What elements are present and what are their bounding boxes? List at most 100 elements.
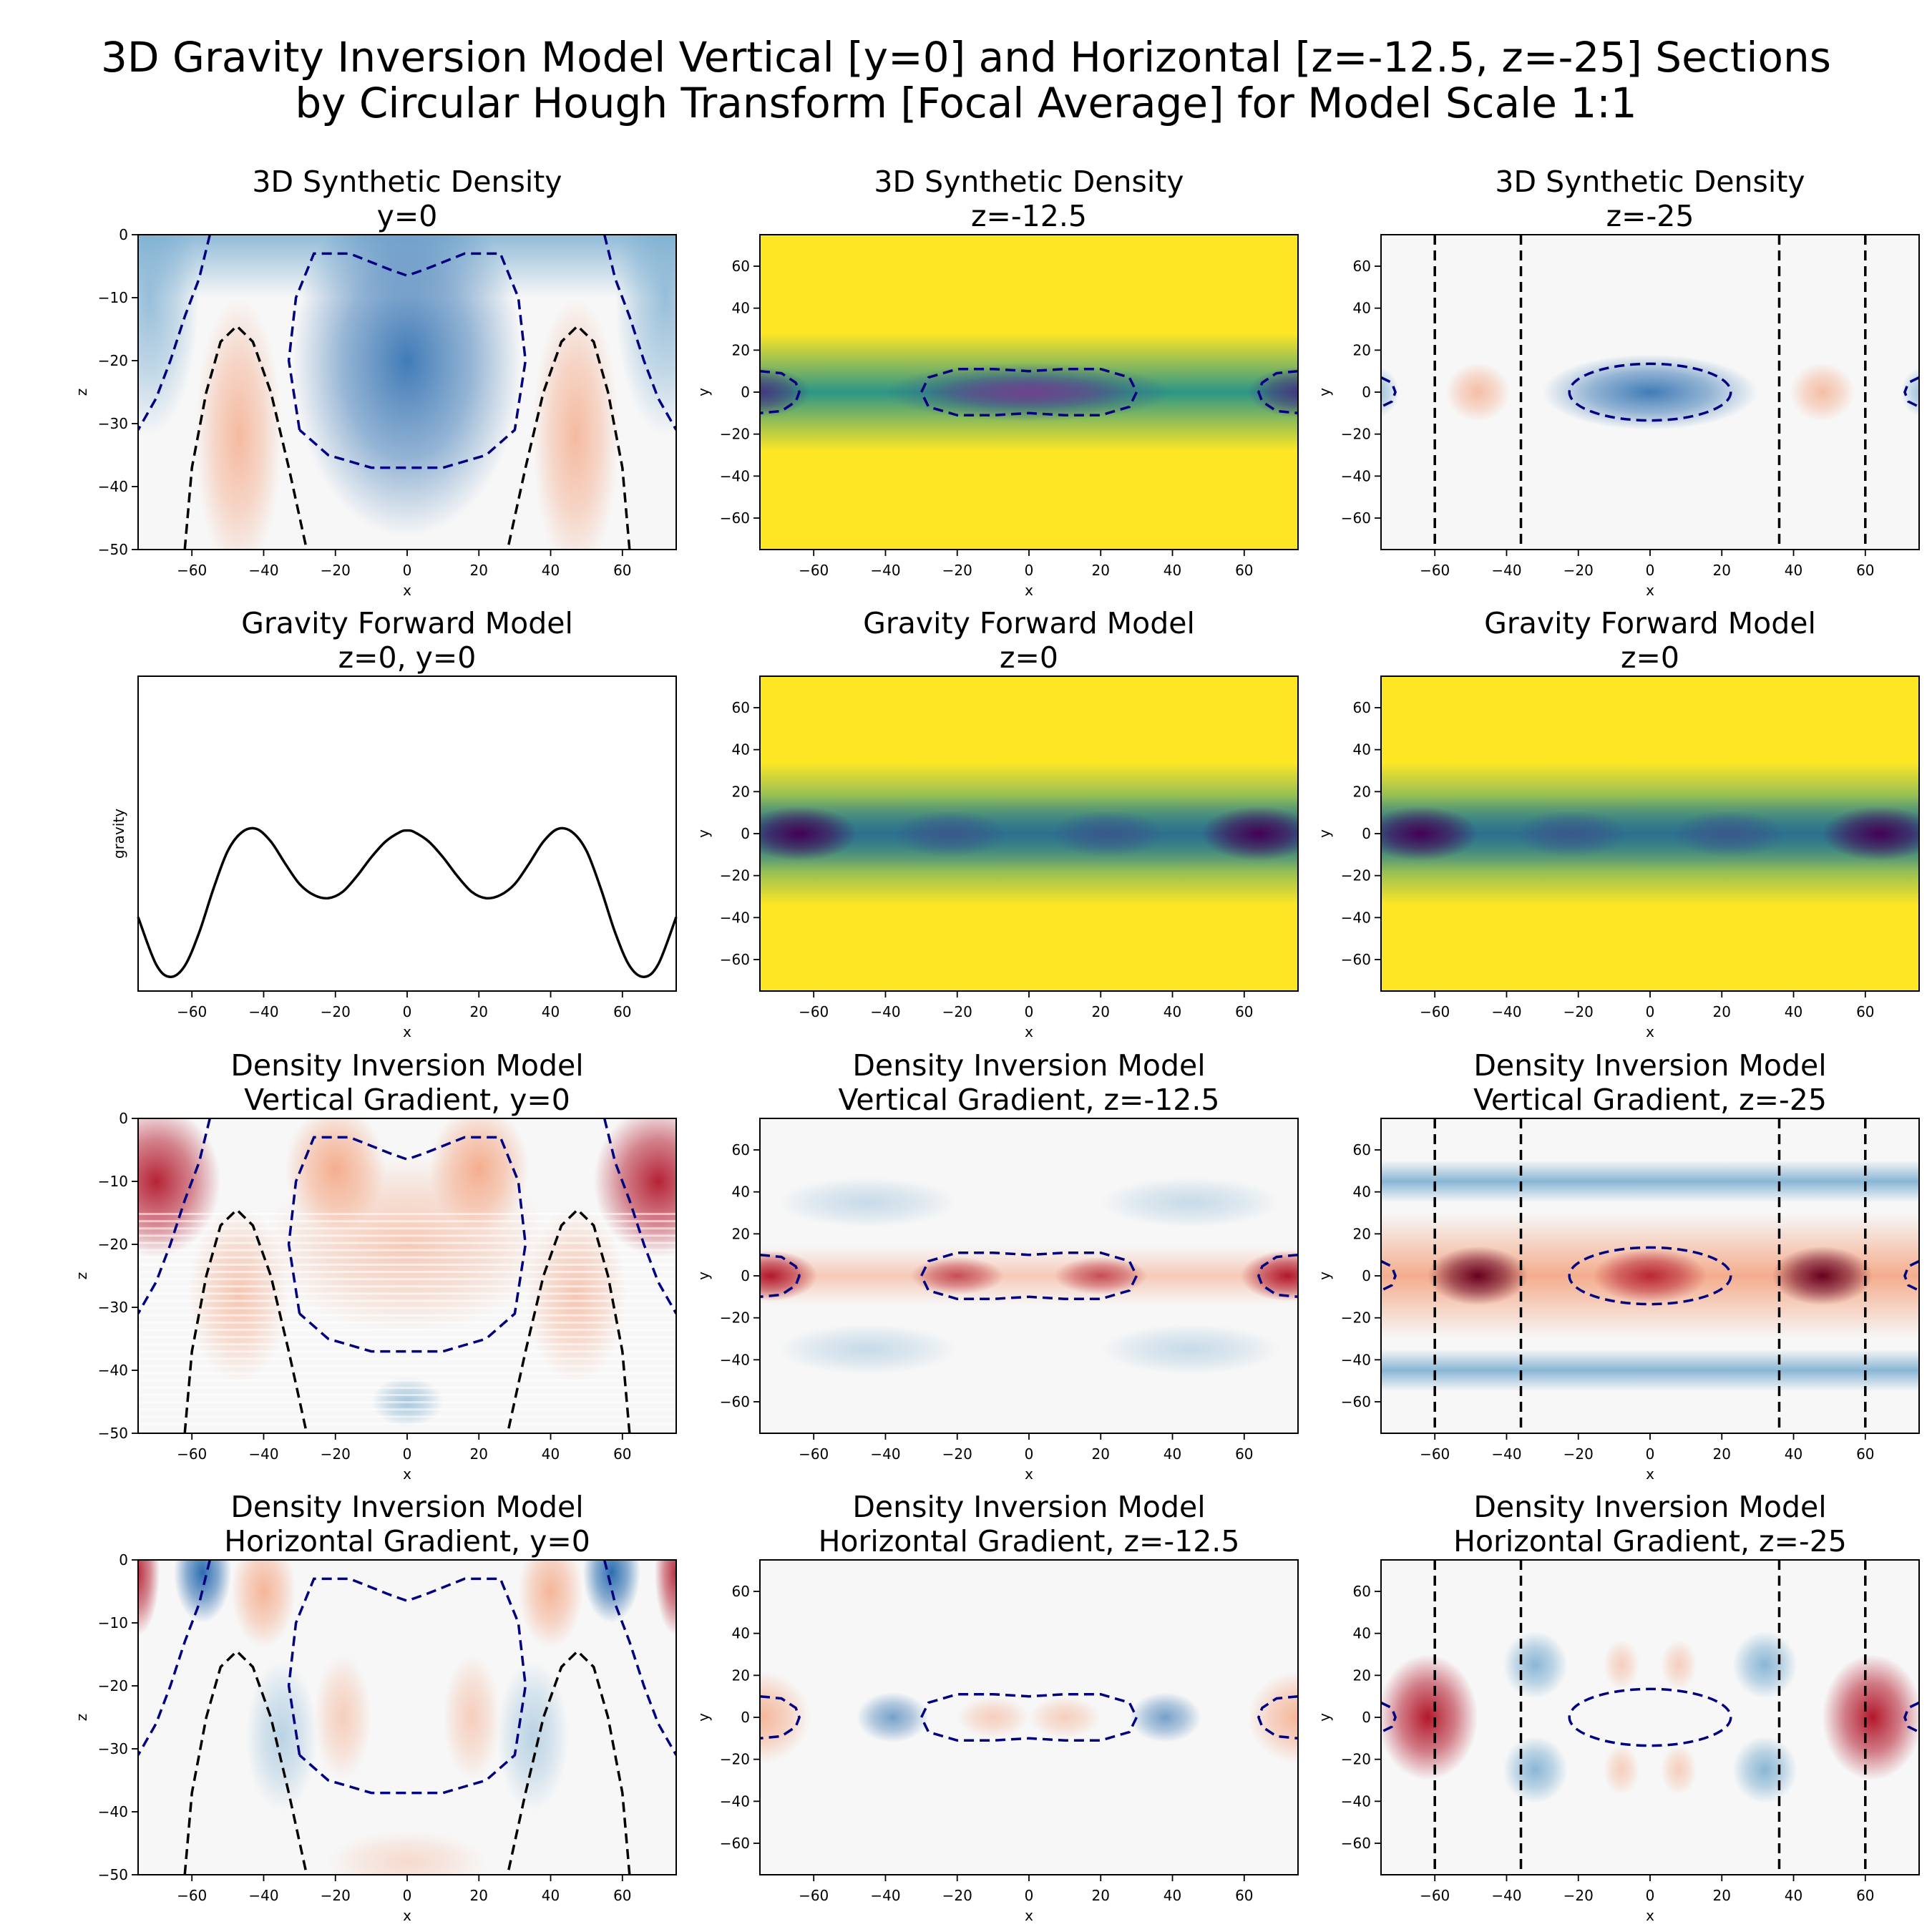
y-tick-label: −40 xyxy=(720,1792,750,1810)
left-top-blue xyxy=(174,1560,232,1623)
x-tick-label: 20 xyxy=(470,1887,488,1904)
top-red-a xyxy=(1603,1639,1639,1690)
x-tick-label: 60 xyxy=(613,1445,631,1463)
y-tick-label: −40 xyxy=(1341,1792,1371,1810)
heatmap-field xyxy=(1381,1118,1919,1433)
left-dark-blob xyxy=(1381,806,1478,862)
contour-central-body xyxy=(1568,1246,1732,1306)
heatmap-field xyxy=(1381,1560,1919,1875)
y-tick-label: −30 xyxy=(98,1740,128,1757)
subplot-title: Gravity Forward Model xyxy=(241,606,573,640)
x-tick-label: −20 xyxy=(942,1445,972,1463)
upper-right-blue xyxy=(1101,1177,1280,1228)
subplot-subtitle: Horizontal Gradient, y=0 xyxy=(224,1524,590,1558)
stripe-artifact xyxy=(138,1263,676,1266)
y-tick-label: 20 xyxy=(1353,1225,1371,1242)
left-edge-blob xyxy=(138,235,200,436)
x-tick-label: 0 xyxy=(1025,562,1034,579)
lower-blue-band xyxy=(1381,1349,1919,1392)
y-tick-label: −60 xyxy=(720,509,750,527)
y-tick-label: −60 xyxy=(1341,1393,1371,1410)
x-axis-label: x xyxy=(403,582,411,599)
y-tick-label: 20 xyxy=(732,783,750,800)
y-tick-label: 20 xyxy=(1353,1667,1371,1684)
y-tick-label: −40 xyxy=(720,1351,750,1368)
y-tick-label: −30 xyxy=(98,1299,128,1316)
x-tick-label: 0 xyxy=(1646,1445,1655,1463)
y-tick-label: 60 xyxy=(732,699,750,716)
y-axis-label: y xyxy=(1316,1713,1333,1722)
y-tick-label: −20 xyxy=(1341,1309,1371,1327)
y-tick-label: 0 xyxy=(741,825,750,842)
y-tick-label: −10 xyxy=(98,1173,128,1190)
middle-red xyxy=(263,1156,551,1333)
y-tick-label: −20 xyxy=(1341,1751,1371,1768)
heatmap-field xyxy=(1381,235,1919,550)
x-tick-label: 20 xyxy=(1092,1445,1110,1463)
x-tick-label: −40 xyxy=(870,562,900,579)
x-tick-label: 60 xyxy=(1235,562,1253,579)
y-axis-label: gravity xyxy=(110,809,127,859)
subplot-title: Density Inversion Model xyxy=(852,1048,1205,1083)
y-tick-label: −40 xyxy=(98,478,128,495)
y-tick-label: 0 xyxy=(1362,1709,1371,1726)
subplot-title: Gravity Forward Model xyxy=(1484,606,1816,640)
upper-blue-band xyxy=(1381,1160,1919,1203)
contour-edge-body xyxy=(1381,376,1397,409)
subplot-subtitle: z=0 xyxy=(1621,640,1679,675)
x-tick-label: 40 xyxy=(1163,1003,1181,1020)
mid-left-blue xyxy=(245,1660,318,1812)
stripe-artifact xyxy=(138,1408,676,1411)
contour-edge-body-mirror xyxy=(1903,1259,1919,1292)
x-axis-label: x xyxy=(1025,1023,1033,1040)
subplot-title: 3D Synthetic Density xyxy=(252,165,562,199)
x-tick-label: 0 xyxy=(403,1445,412,1463)
contour-central-body xyxy=(920,1692,1138,1742)
contour-edge-body-mirror xyxy=(1257,1253,1298,1299)
x-tick-label: 40 xyxy=(1163,1887,1181,1904)
x-tick-label: −20 xyxy=(942,1887,972,1904)
x-tick-label: −40 xyxy=(870,1887,900,1904)
x-tick-label: −60 xyxy=(1420,1003,1450,1020)
y-tick-label: −10 xyxy=(98,289,128,306)
subplot-title: 3D Synthetic Density xyxy=(874,165,1184,199)
y-tick-label: 40 xyxy=(732,1184,750,1201)
y-tick-label: −40 xyxy=(98,1362,128,1379)
stripe-artifact xyxy=(138,1321,676,1324)
y-axis-label: z xyxy=(73,1714,90,1722)
y-tick-label: 0 xyxy=(1362,825,1371,842)
right-dark-blob xyxy=(1822,806,1919,862)
figure-title-line-1: 3D Gravity Inversion Model Vertical [y=0… xyxy=(101,33,1831,82)
contour-edge-body-mirror xyxy=(1903,1701,1919,1734)
x-tick-label: 40 xyxy=(1785,1003,1802,1020)
contour-central-body xyxy=(920,1251,1138,1301)
x-tick-label: 60 xyxy=(1856,1445,1874,1463)
x-tick-label: 60 xyxy=(613,1003,631,1020)
y-axis-label: y xyxy=(695,829,712,838)
y-tick-label: −40 xyxy=(1341,909,1371,926)
y-tick-label: 60 xyxy=(732,258,750,275)
contour-edge-body xyxy=(760,369,801,415)
heatmap-field xyxy=(1381,676,1919,991)
upper-left-blue xyxy=(778,1177,957,1228)
y-tick-label: −20 xyxy=(98,352,128,369)
subplot-title: Density Inversion Model xyxy=(230,1490,583,1524)
stripe-artifact xyxy=(138,1292,676,1295)
x-tick-label: −40 xyxy=(248,1445,278,1463)
upper-left-blue xyxy=(1503,1631,1568,1699)
y-tick-label: 60 xyxy=(1353,699,1371,716)
x-tick-label: 0 xyxy=(403,562,412,579)
x-tick-label: −60 xyxy=(177,1003,207,1020)
x-tick-label: −20 xyxy=(1563,1003,1594,1020)
y-tick-label: 0 xyxy=(1362,1267,1371,1284)
stripe-artifact xyxy=(138,1415,676,1418)
stripe-artifact xyxy=(138,1299,676,1302)
y-tick-label: −40 xyxy=(720,467,750,484)
x-tick-label: 20 xyxy=(470,562,488,579)
x-tick-label: 60 xyxy=(1856,1003,1874,1020)
stripe-artifact xyxy=(138,1234,676,1237)
x-axis-label: x xyxy=(1025,1907,1033,1924)
